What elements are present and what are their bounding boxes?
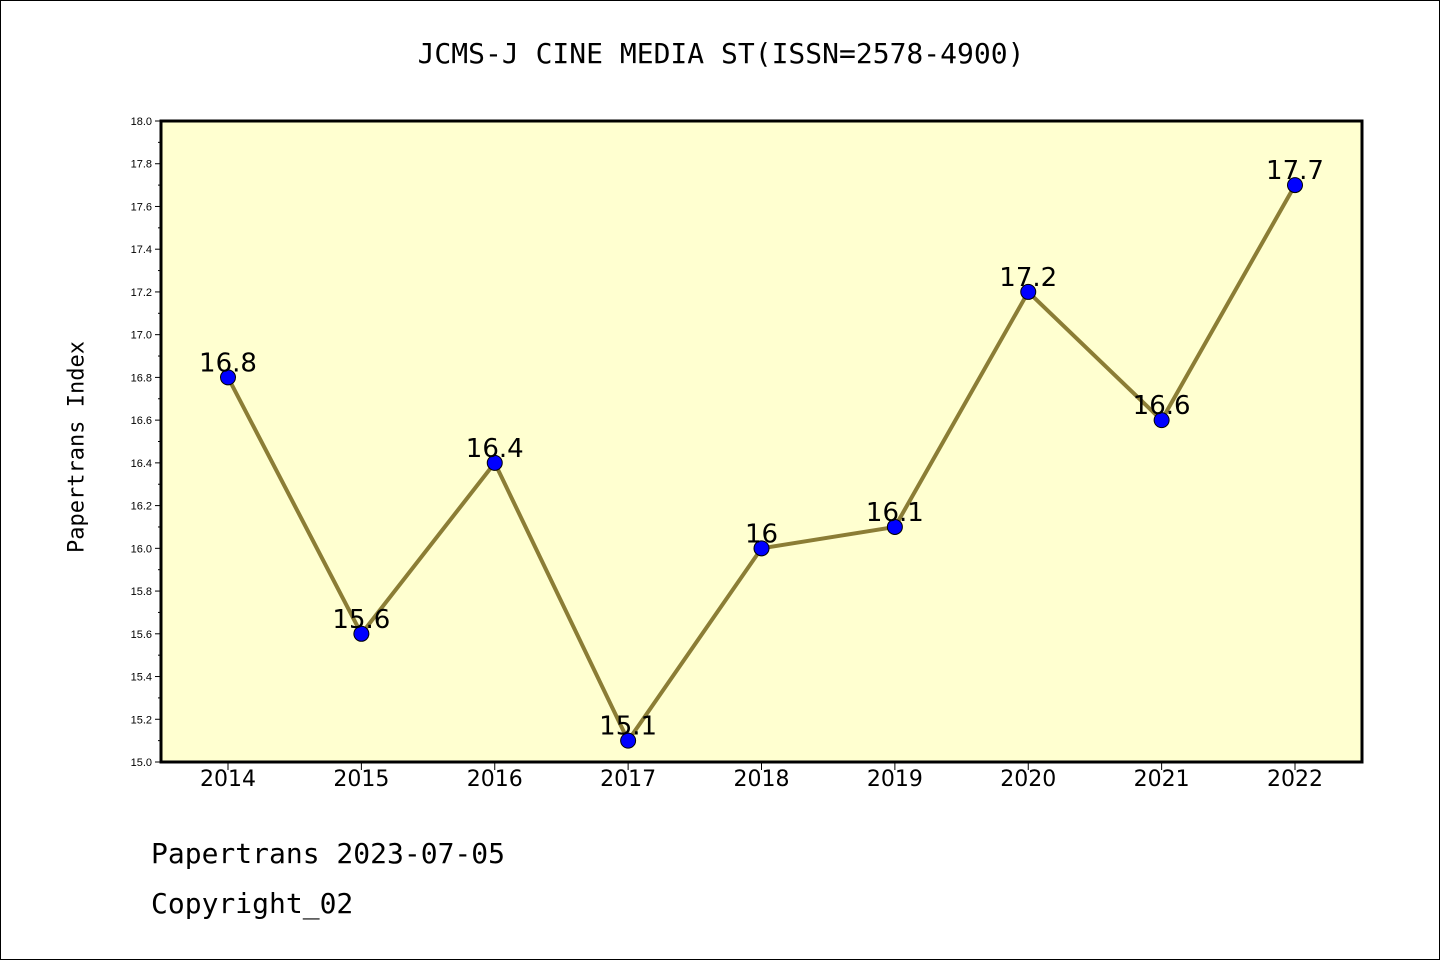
y-tick-label: 16.6 bbox=[131, 415, 152, 427]
y-tick-label: 17.2 bbox=[131, 287, 152, 299]
y-tick-label: 15.2 bbox=[131, 714, 152, 726]
y-tick-label: 18.0 bbox=[131, 116, 152, 128]
data-point bbox=[1153, 412, 1170, 429]
x-tick-label: 2017 bbox=[600, 767, 656, 792]
data-label: 16.8 bbox=[199, 348, 257, 378]
data-label: 17.2 bbox=[999, 263, 1057, 293]
x-tick-label: 2014 bbox=[200, 767, 256, 792]
data-point bbox=[886, 518, 903, 535]
x-axis-ticks: 2014 2015 2016 2017 2018 2019 2020 2021 2022 bbox=[200, 762, 1323, 792]
y-tick-label: 15.0 bbox=[131, 757, 152, 769]
x-tick-label: 2018 bbox=[734, 767, 790, 792]
data-label: 17.7 bbox=[1266, 156, 1324, 186]
data-label: 15.6 bbox=[332, 605, 390, 635]
y-tick-label: 15.4 bbox=[131, 672, 152, 684]
data-point bbox=[486, 454, 503, 471]
x-tick-label: 2021 bbox=[1134, 767, 1190, 792]
x-tick-label: 2016 bbox=[467, 767, 523, 792]
data-label: 16 bbox=[745, 519, 778, 549]
y-axis-ticks: 15.0 15.2 15.4 15.6 15.8 16.0 16.2 16.4 16.6 16.8… bbox=[131, 116, 161, 769]
y-tick-label: 17.0 bbox=[131, 330, 152, 342]
data-label: 16.6 bbox=[1133, 391, 1191, 421]
y-tick-label: 15.6 bbox=[131, 629, 152, 641]
x-tick-label: 2020 bbox=[1000, 767, 1056, 792]
data-label: 15.1 bbox=[599, 712, 657, 742]
plot-area bbox=[161, 121, 1362, 762]
data-point bbox=[753, 540, 770, 557]
x-tick-label: 2015 bbox=[333, 767, 389, 792]
data-labels: 16.8 15.6 16.4 15.1 16 16.1 17.2 16.6 17.7 bbox=[199, 156, 1324, 742]
y-tick-label: 16.4 bbox=[131, 458, 152, 470]
y-tick-label: 15.8 bbox=[131, 586, 152, 598]
y-tick-label: 17.6 bbox=[131, 201, 152, 213]
y-tick-label: 16.0 bbox=[131, 543, 152, 555]
data-point bbox=[353, 625, 370, 642]
footer-date: Papertrans 2023-07-05 bbox=[151, 837, 506, 870]
chart-title: JCMS-J CINE MEDIA ST(ISSN=2578-4900) bbox=[417, 37, 1025, 70]
data-point bbox=[1287, 177, 1303, 194]
x-tick-label: 2019 bbox=[867, 767, 923, 792]
data-point bbox=[620, 732, 637, 749]
x-tick-label: 2022 bbox=[1267, 767, 1323, 792]
footer-copyright: Copyright_02 bbox=[151, 887, 354, 920]
y-tick-label: 16.8 bbox=[131, 372, 152, 384]
data-label: 16.1 bbox=[866, 498, 924, 528]
y-tick-label: 16.2 bbox=[131, 501, 152, 513]
data-point bbox=[220, 369, 236, 386]
y-tick-label: 17.8 bbox=[131, 159, 152, 171]
plot-border bbox=[159, 119, 1364, 764]
y-tick-label: 17.4 bbox=[131, 244, 152, 256]
data-points bbox=[220, 177, 1303, 749]
data-point bbox=[1020, 283, 1037, 300]
data-label: 16.4 bbox=[466, 434, 524, 464]
